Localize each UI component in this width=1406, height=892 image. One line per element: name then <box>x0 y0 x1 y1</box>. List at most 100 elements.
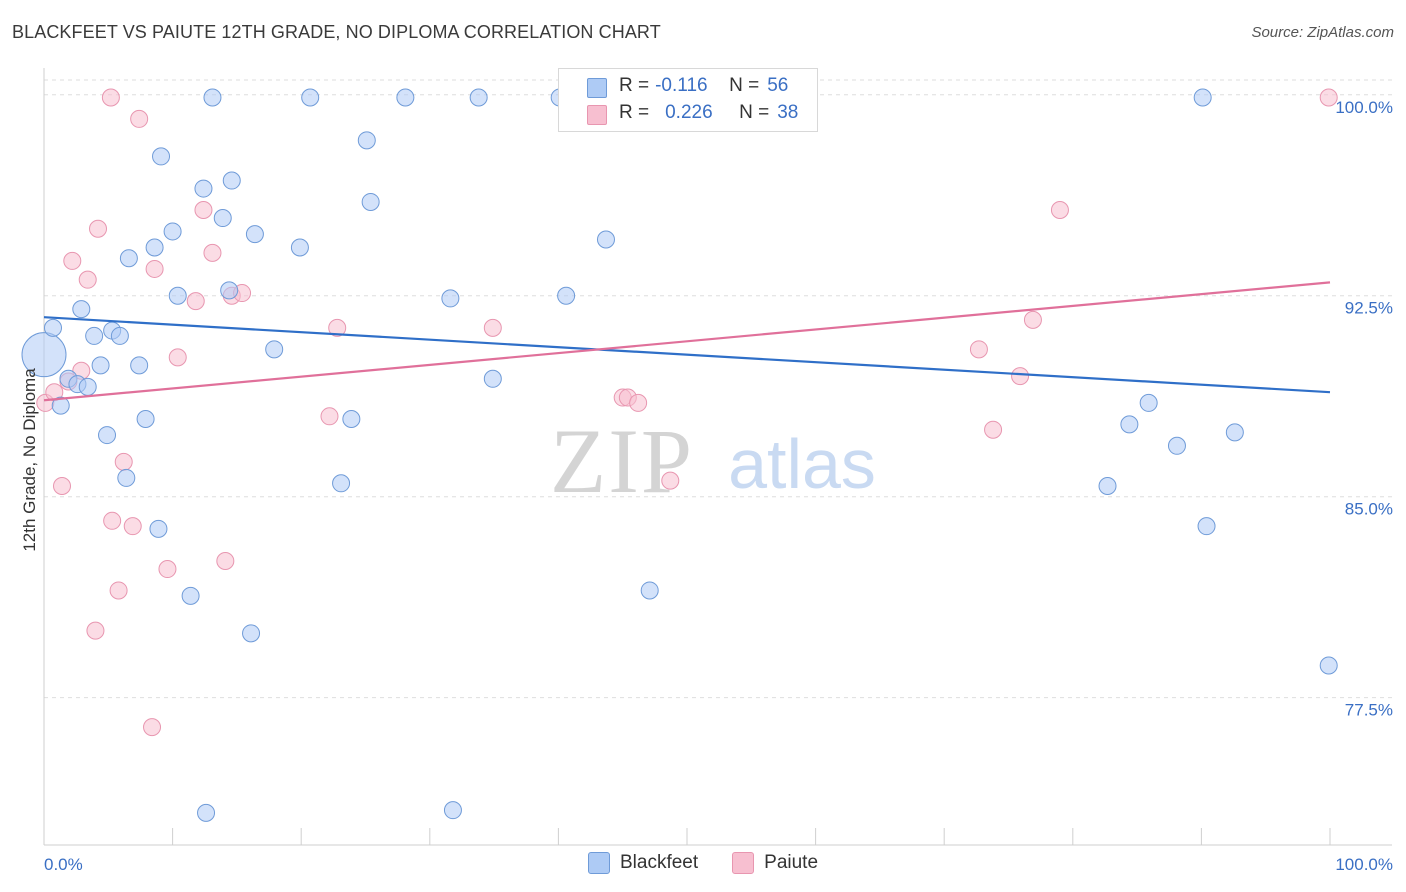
chart-title: BLACKFEET VS PAIUTE 12TH GRADE, NO DIPLO… <box>12 22 661 42</box>
blackfeet-point <box>213 209 232 228</box>
blackfeet-point <box>483 369 502 388</box>
paiute-point <box>203 243 222 262</box>
blackfeet-point <box>203 88 222 107</box>
blackfeet-legend-swatch <box>587 852 610 874</box>
paiute-point <box>78 270 97 289</box>
blackfeet-point <box>1139 393 1158 412</box>
blackfeet-point <box>136 409 155 428</box>
blackfeet-point <box>152 147 171 166</box>
watermark: ZIP atlas <box>550 410 876 512</box>
blackfeet-point <box>91 356 110 375</box>
watermark-zip: ZIP <box>550 410 694 512</box>
trend-lines <box>43 281 1331 402</box>
paiute-point <box>168 348 187 367</box>
blackfeet-point <box>197 803 216 822</box>
paiute-legend-swatch <box>732 852 755 874</box>
blackfeet-point <box>290 238 309 257</box>
bottom-legend: Blackfeet Paiute <box>0 852 1406 874</box>
paiute-point <box>145 259 164 278</box>
blackfeet-point <box>242 624 261 643</box>
legend-item-paiute[interactable]: Paiute <box>732 852 818 874</box>
source-label: Source: ZipAtlas.com <box>1251 24 1394 41</box>
blackfeet-point <box>1225 423 1244 442</box>
x-tick-label-max: 100.0% <box>1335 855 1393 874</box>
blackfeet-point <box>130 356 149 375</box>
stats-legend-box: R = -0.116 N = 56 R = 0.226 N = 38 <box>558 68 818 132</box>
blackfeet-point <box>332 474 351 493</box>
paiute-point <box>216 551 235 570</box>
stats-row-paiute: R = 0.226 N = 38 <box>587 102 799 125</box>
tick-labels: 100.0% 92.5% 85.0% 77.5% 0.0% 100.0% <box>44 98 1393 874</box>
paiute-point <box>123 517 142 536</box>
paiute-point <box>63 251 82 270</box>
paiute-point <box>158 560 177 579</box>
blackfeet-point <box>51 396 70 415</box>
blackfeet-point <box>194 179 213 198</box>
paiute-point <box>984 420 1003 439</box>
blackfeet-point <box>342 409 361 428</box>
n-label: N = <box>729 75 760 96</box>
blackfeet-point <box>1120 415 1139 434</box>
paiute-point <box>1011 367 1030 386</box>
axes <box>43 68 1392 846</box>
paiute-swatch <box>587 105 607 125</box>
y-tick-label: 100.0% <box>1335 98 1393 117</box>
blackfeet-point <box>110 326 129 345</box>
blackfeet-point <box>245 225 264 244</box>
legend-label-blackfeet: Blackfeet <box>619 852 699 873</box>
paiute-n-value: 38 <box>777 102 799 123</box>
paiute-point <box>130 109 149 128</box>
blackfeet-point <box>163 222 182 241</box>
blackfeet-point <box>1167 436 1186 455</box>
blackfeet-point <box>396 88 415 107</box>
paiute-point <box>328 318 347 337</box>
blackfeet-point <box>119 249 138 268</box>
blackfeet-point <box>596 230 615 249</box>
blackfeet-point <box>1197 517 1216 536</box>
blackfeet-point <box>145 238 164 257</box>
blackfeet-point <box>1098 476 1117 495</box>
grid-lines <box>44 79 1392 699</box>
x-tick-label-min: 0.0% <box>44 855 83 874</box>
paiute-point <box>1319 88 1338 107</box>
legend-label-paiute: Paiute <box>764 852 819 873</box>
paiute-points <box>36 88 1338 737</box>
blackfeet-swatch <box>587 78 607 98</box>
blackfeet-point <box>557 286 576 305</box>
blackfeet-point <box>1319 656 1338 675</box>
paiute-point <box>86 621 105 640</box>
blackfeet-point <box>357 131 376 150</box>
paiute-point <box>114 452 133 471</box>
paiute-point <box>1050 201 1069 220</box>
paiute-point <box>143 718 162 737</box>
stats-row-blackfeet: R = -0.116 N = 56 <box>587 75 789 98</box>
paiute-point <box>320 407 339 426</box>
y-tick-label: 77.5% <box>1345 701 1393 720</box>
blackfeet-point <box>220 281 239 300</box>
blackfeet-point <box>640 581 659 600</box>
paiute-point <box>103 511 122 530</box>
r-label: R = <box>619 102 650 123</box>
blackfeet-point <box>72 300 91 319</box>
blackfeet-point <box>78 377 97 396</box>
blackfeet-point <box>443 801 462 820</box>
blackfeet-point <box>181 586 200 605</box>
paiute-point <box>483 318 502 337</box>
paiute-point <box>969 340 988 359</box>
blackfeet-r-value: -0.116 <box>655 75 708 96</box>
paiute-point <box>53 476 72 495</box>
blackfeet-point <box>168 286 187 305</box>
blackfeet-point <box>469 88 488 107</box>
blackfeet-point <box>265 340 284 359</box>
blackfeet-n-value: 56 <box>767 75 789 96</box>
y-tick-label: 92.5% <box>1345 299 1393 318</box>
legend-item-blackfeet[interactable]: Blackfeet <box>587 852 699 874</box>
blackfeet-point <box>441 289 460 308</box>
paiute-point <box>661 471 680 490</box>
paiute-point <box>89 219 108 238</box>
paiute-point <box>186 292 205 311</box>
blackfeet-point <box>222 171 241 190</box>
blackfeet-point <box>149 519 168 538</box>
blackfeet-point-large <box>21 332 67 378</box>
